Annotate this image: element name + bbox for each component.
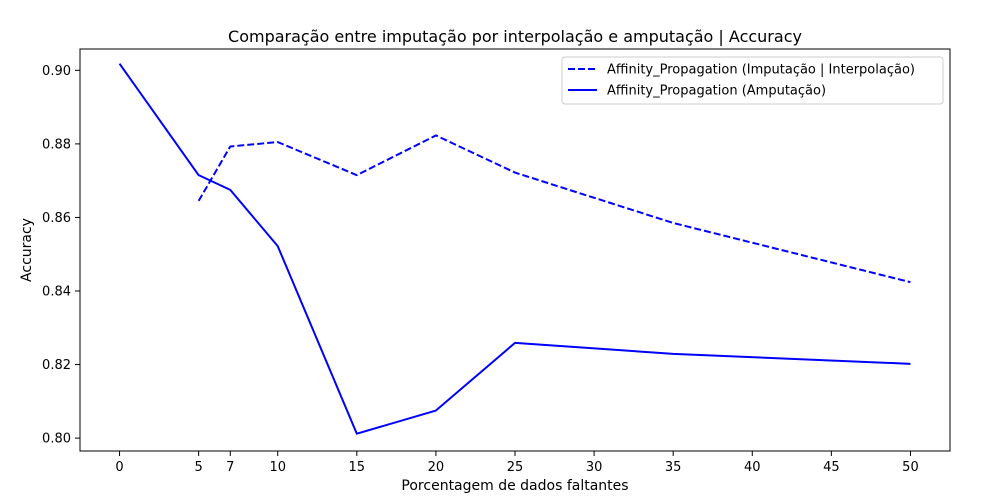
data-point	[196, 172, 202, 178]
x-tick-label: 7	[226, 460, 234, 475]
legend: Affinity_Propagation (Imputação | Interp…	[561, 56, 944, 105]
x-tick-label: 15	[349, 460, 366, 475]
data-point	[670, 351, 676, 357]
data-point	[670, 220, 676, 226]
x-tick-label: 0	[115, 460, 123, 475]
data-point	[275, 139, 281, 145]
y-tick-label: 0.86	[42, 211, 71, 226]
data-point	[512, 170, 518, 176]
data-point	[354, 172, 360, 178]
data-point	[907, 279, 913, 285]
chart-title: Comparação entre imputação por interpola…	[228, 27, 802, 46]
y-tick-label: 0.90	[42, 64, 71, 79]
x-tick-label: 50	[902, 460, 919, 475]
plot-area	[80, 49, 950, 451]
legend-label: Affinity_Propagation (Amputação)	[607, 84, 826, 99]
data-point	[433, 132, 439, 138]
data-point	[227, 143, 233, 149]
data-point	[117, 61, 123, 67]
data-point	[275, 243, 281, 249]
x-tick-label: 10	[269, 460, 286, 475]
data-point	[433, 408, 439, 414]
x-tick-label: 5	[194, 460, 202, 475]
x-axis-label: Porcentagem de dados faltantes	[401, 478, 628, 494]
legend-box	[561, 56, 944, 105]
data-point	[512, 340, 518, 346]
series-layer	[117, 61, 913, 437]
data-point	[354, 431, 360, 437]
x-tick-label: 45	[823, 460, 840, 475]
y-axis-ticks: 0.80 0.82 0.84 0.86 0.88 0.90	[42, 64, 80, 447]
data-point	[196, 198, 202, 204]
series-line-amputacao	[118, 63, 911, 435]
x-axis-ticks: 0 5 7 10 15 20 25 30 35 40 45 50	[115, 451, 919, 475]
x-tick-label: 30	[586, 460, 603, 475]
x-tick-label: 40	[744, 460, 761, 475]
data-point	[227, 187, 233, 193]
y-tick-label: 0.80	[42, 432, 71, 447]
series-line-imputacao-interpolacao	[197, 134, 911, 284]
y-tick-label: 0.82	[42, 358, 71, 373]
y-axis-label: Accuracy	[19, 218, 35, 282]
data-point	[907, 361, 913, 367]
y-tick-label: 0.88	[42, 137, 71, 152]
y-tick-label: 0.84	[42, 285, 71, 300]
x-tick-label: 25	[507, 460, 524, 475]
x-tick-label: 35	[665, 460, 682, 475]
x-tick-label: 20	[428, 460, 445, 475]
legend-label: Affinity_Propagation (Imputação | Interp…	[607, 63, 915, 78]
